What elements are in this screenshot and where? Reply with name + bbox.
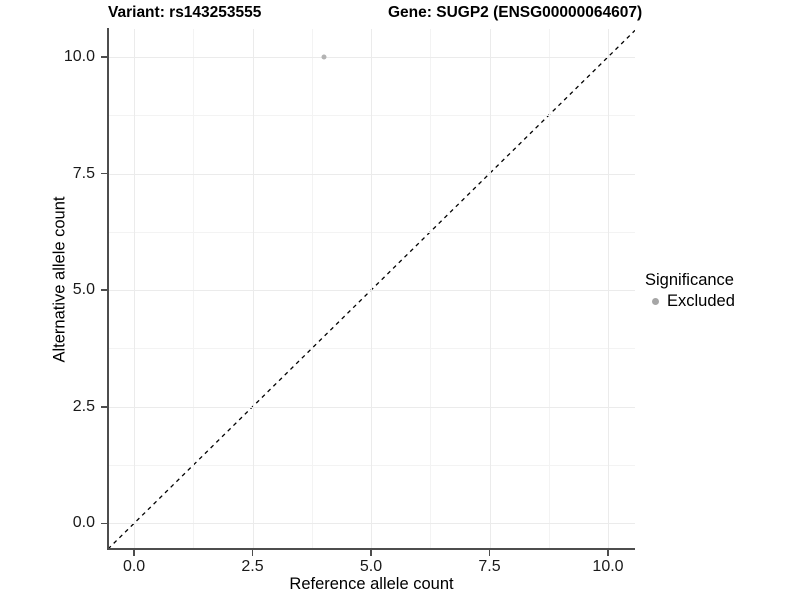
y-axis-title: Alternative allele count xyxy=(50,196,69,363)
y-axis-tick xyxy=(101,56,107,58)
y-axis-tick-label: 7.5 xyxy=(72,164,95,182)
y-axis-tick xyxy=(101,289,107,291)
x-axis-tick-label: 2.5 xyxy=(241,558,264,575)
y-axis-tick-label: 10.0 xyxy=(63,47,95,65)
x-axis-tick-label: 10.0 xyxy=(592,558,624,575)
x-axis-tick xyxy=(370,550,372,556)
x-axis-tick-label: 0.0 xyxy=(122,558,146,575)
gridline-vertical-minor xyxy=(311,29,313,549)
x-axis-tick xyxy=(488,550,491,556)
y-axis-tick-label: 0.0 xyxy=(72,514,95,532)
legend-title: Significance xyxy=(645,271,734,289)
legend: Significance Excluded xyxy=(645,271,795,311)
y-axis-line xyxy=(107,28,109,550)
filled-circle-icon xyxy=(645,291,665,311)
gridline-vertical-major xyxy=(607,29,609,549)
data-point[interactable] xyxy=(321,54,327,60)
y-axis-tick xyxy=(101,172,107,175)
x-axis-tick xyxy=(607,550,609,556)
legend-item-label: Excluded xyxy=(667,291,735,310)
x-axis-tick-label: 5.0 xyxy=(359,558,383,575)
gene-title: Gene: SUGP2 (ENSG00000064607) xyxy=(388,4,643,21)
y-axis-tick xyxy=(101,522,107,525)
y-axis-tick-label: 5.0 xyxy=(72,281,95,299)
y-axis-tick-label: 2.5 xyxy=(72,397,95,415)
gridline-vertical-minor xyxy=(430,29,432,549)
x-axis-tick xyxy=(251,550,254,556)
plot-panel xyxy=(108,29,635,549)
gridline-vertical-minor xyxy=(193,29,195,549)
plot-area xyxy=(108,29,635,549)
gridline-vertical-minor xyxy=(548,29,550,549)
gridline-vertical-major xyxy=(489,29,491,549)
x-axis-tick-label: 7.5 xyxy=(478,558,501,575)
x-axis-tick xyxy=(133,550,135,556)
chart-title-row: Variant: rs143253555 Gene: SUGP2 (ENSG00… xyxy=(0,0,800,28)
gridline-vertical-major xyxy=(134,29,136,549)
legend-item-excluded[interactable]: Excluded xyxy=(645,291,795,311)
x-axis-title: Reference allele count xyxy=(289,575,454,593)
variant-title: Variant: rs143253555 xyxy=(108,4,262,21)
gridline-vertical-major xyxy=(371,29,373,549)
x-axis-line xyxy=(107,548,635,550)
gridline-vertical-major xyxy=(252,29,254,549)
y-axis-tick xyxy=(101,405,107,408)
